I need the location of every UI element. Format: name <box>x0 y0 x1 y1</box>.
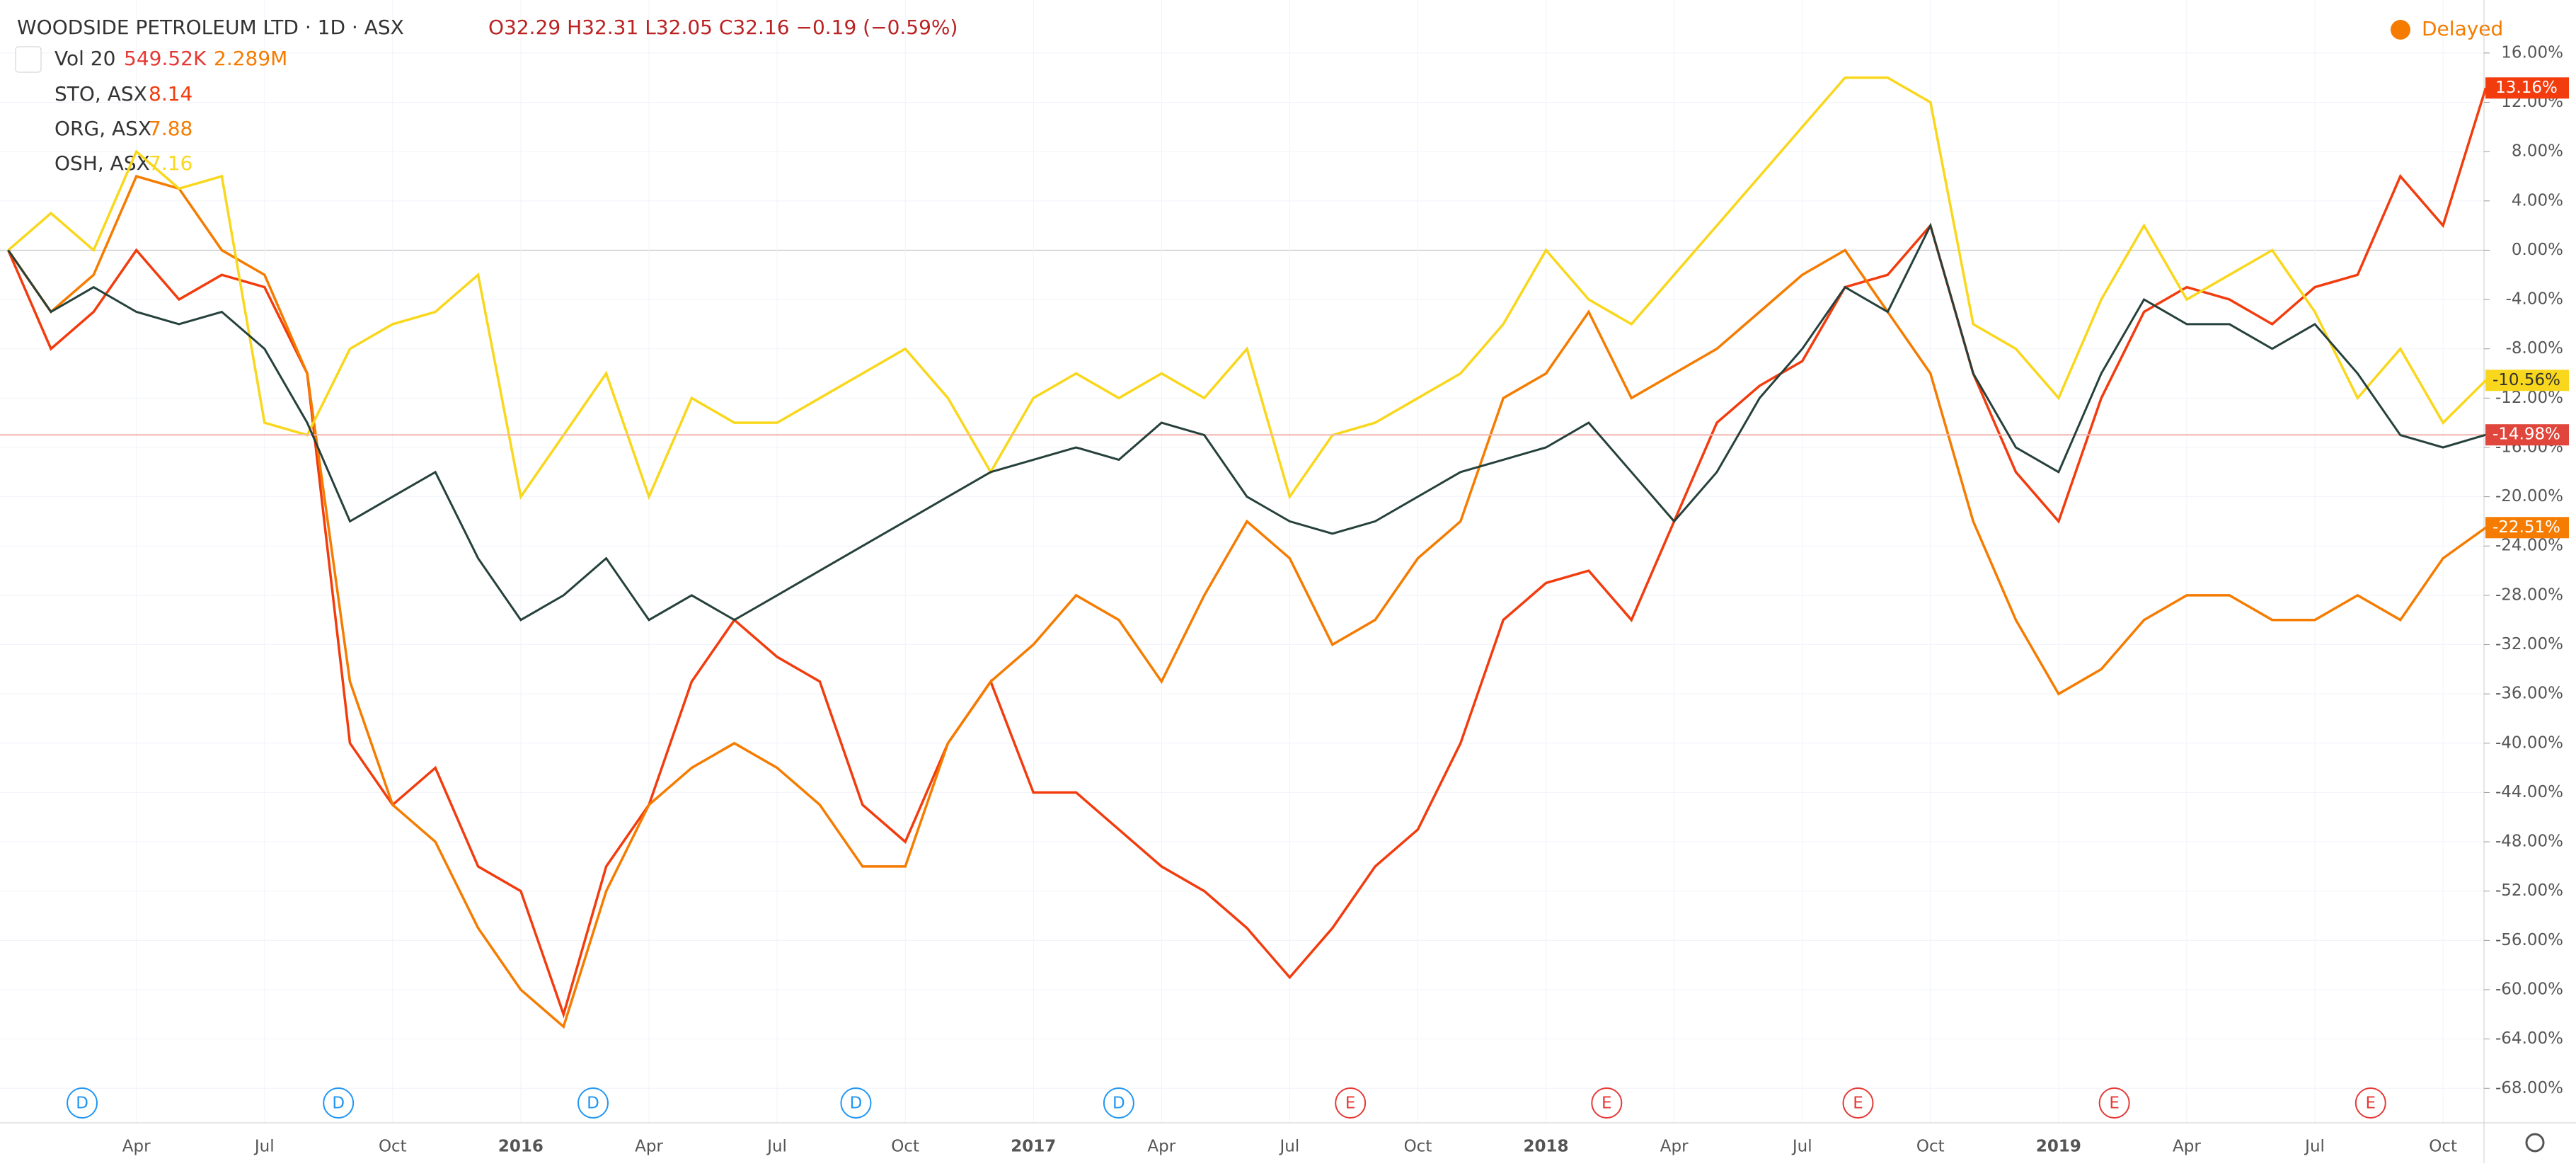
event-marker <box>1591 1087 1623 1119</box>
x-tick-label: Apr <box>2173 1138 2201 1156</box>
last-value-box <box>2485 77 2569 99</box>
event-label: D <box>587 1094 599 1113</box>
x-tick-label: 2019 <box>2036 1138 2081 1156</box>
collapse-button[interactable] <box>15 46 42 73</box>
x-tick-label: Jul <box>1279 1138 1300 1156</box>
event-label: E <box>1602 1094 1612 1113</box>
y-tick-label: 8.00% <box>2512 142 2563 161</box>
legend-name: ORG, ASX <box>54 117 151 140</box>
x-tick-label: 2017 <box>1011 1138 1056 1156</box>
event-marker <box>1335 1087 1367 1119</box>
y-tick-label: -56.00% <box>2495 931 2563 949</box>
event-label: E <box>2109 1094 2120 1113</box>
y-tick-label: 0.00% <box>2512 241 2563 259</box>
last-value-label: -22.51% <box>2492 518 2560 537</box>
x-tick-label: 2016 <box>498 1138 544 1156</box>
ohlc: O32.29 H32.31 L32.05 C32.16 −0.19 (−0.59… <box>488 16 958 39</box>
last-value-box <box>2485 517 2569 539</box>
series-line <box>6 87 2488 1019</box>
series-line <box>7 174 2487 1029</box>
symbol-title: WOODSIDE PETROLEUM LTD · 1D · ASX <box>17 16 404 39</box>
event-marker <box>67 1087 98 1119</box>
event-label: D <box>850 1094 863 1113</box>
y-tick-label: 4.00% <box>2512 191 2563 210</box>
x-tick-label: Jul <box>1791 1138 1812 1156</box>
legend-value: 7.16 <box>149 152 192 175</box>
y-tick-label: -60.00% <box>2495 980 2563 998</box>
y-tick-label: -8.00% <box>2506 339 2563 358</box>
legend-value: 7.88 <box>149 117 192 140</box>
grid <box>0 0 2484 1123</box>
last-value-box <box>2485 370 2569 391</box>
y-tick-label: -36.00% <box>2495 685 2563 703</box>
y-tick-label: -52.00% <box>2495 881 2563 900</box>
volume-label: Vol 20 <box>54 47 115 70</box>
x-tick-label: Apr <box>122 1138 151 1156</box>
y-tick-label: -68.00% <box>2495 1079 2563 1097</box>
last-value-label: -14.98% <box>2492 425 2560 444</box>
series-line <box>7 76 2487 501</box>
event-marker <box>1103 1087 1134 1119</box>
y-tick-label: -32.00% <box>2495 635 2563 653</box>
event-marker <box>840 1087 872 1119</box>
x-tick-label: Oct <box>1916 1138 1945 1156</box>
event-marker <box>1842 1087 1874 1119</box>
series-line <box>7 222 2486 622</box>
event-marker <box>577 1087 609 1119</box>
y-tick-label: -64.00% <box>2495 1029 2563 1048</box>
delayed-icon <box>2391 20 2410 40</box>
event-label: E <box>1853 1094 1863 1113</box>
event-label: D <box>332 1094 345 1113</box>
event-marker <box>2098 1087 2130 1119</box>
x-tick-label: Apr <box>635 1138 663 1156</box>
y-tick-label: 16.00% <box>2501 43 2563 62</box>
legend-name: STO, ASX <box>54 82 147 105</box>
x-tick-label: 2018 <box>1524 1138 1569 1156</box>
x-tick-label: Oct <box>1404 1138 1432 1156</box>
event-marker <box>2354 1087 2386 1119</box>
x-tick-label: Apr <box>1660 1138 1689 1156</box>
delayed[interactable]: Delayed <box>2422 17 2503 40</box>
y-tick-label: -28.00% <box>2495 585 2563 604</box>
event-label: E <box>1345 1094 1356 1113</box>
x-tick-label: Oct <box>2429 1138 2457 1156</box>
y-tick-label: -24.00% <box>2495 537 2563 555</box>
y-tick-label: -4.00% <box>2506 290 2563 309</box>
x-tick-label: Jul <box>766 1138 787 1156</box>
y-tick-label: -20.00% <box>2495 487 2563 505</box>
y-tick-label: -44.00% <box>2495 783 2563 801</box>
y-tick-label: -40.00% <box>2495 733 2563 752</box>
x-tick-label: Jul <box>253 1138 275 1156</box>
volume-value: 549.52K <box>124 47 207 70</box>
x-tick-label: Oct <box>891 1138 919 1156</box>
y-tick-label: -48.00% <box>2495 833 2563 851</box>
last-value-label: -10.56% <box>2492 371 2560 389</box>
x-tick-label: Jul <box>2304 1138 2325 1156</box>
settings-icon[interactable] <box>2525 1133 2545 1153</box>
event-label: D <box>1112 1094 1125 1113</box>
last-value-label: 13.16% <box>2495 79 2558 97</box>
volume-average: 2.289M <box>214 47 287 70</box>
legend-value: 8.14 <box>149 82 192 105</box>
y-tick-label: -12.00% <box>2495 389 2563 407</box>
event-marker <box>323 1087 355 1119</box>
event-label: E <box>2366 1094 2376 1113</box>
last-value-box <box>2485 424 2569 446</box>
x-tick-label: Oct <box>379 1138 407 1156</box>
x-tick-label: Apr <box>1147 1138 1175 1156</box>
event-label: D <box>76 1094 88 1113</box>
